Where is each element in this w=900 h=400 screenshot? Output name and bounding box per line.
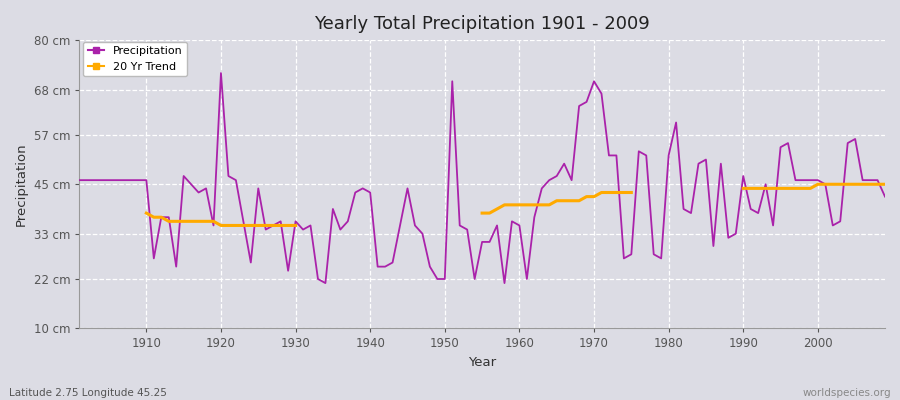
Title: Yearly Total Precipitation 1901 - 2009: Yearly Total Precipitation 1901 - 2009	[314, 15, 650, 33]
Text: Latitude 2.75 Longitude 45.25: Latitude 2.75 Longitude 45.25	[9, 388, 166, 398]
Text: worldspecies.org: worldspecies.org	[803, 388, 891, 398]
Legend: Precipitation, 20 Yr Trend: Precipitation, 20 Yr Trend	[83, 42, 187, 76]
X-axis label: Year: Year	[468, 356, 496, 369]
Y-axis label: Precipitation: Precipitation	[15, 142, 28, 226]
